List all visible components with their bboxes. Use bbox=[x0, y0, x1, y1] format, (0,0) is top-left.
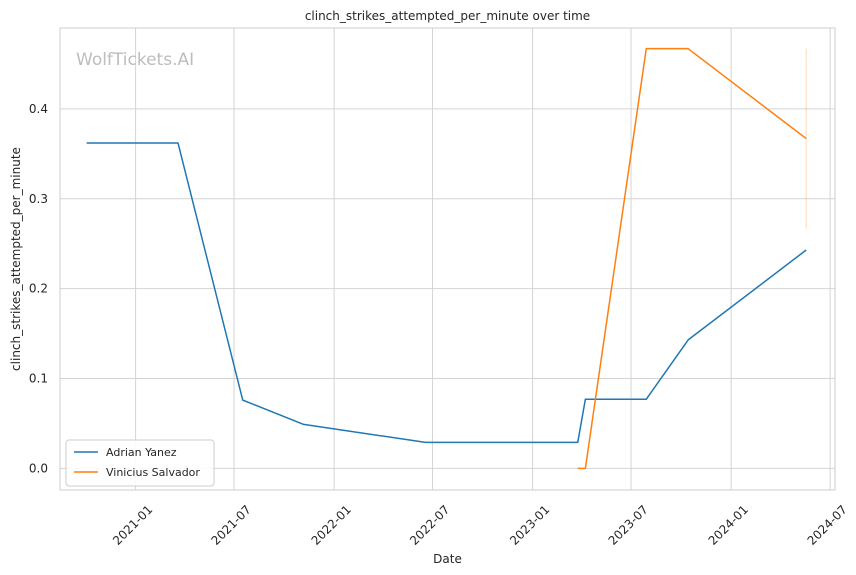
series-line-0 bbox=[86, 142, 807, 444]
legend: Adrian Yanez Vinicius Salvador bbox=[65, 439, 215, 487]
y-tick-label: 0.3 bbox=[29, 192, 48, 206]
x-tick-label: 2022-01 bbox=[309, 502, 354, 547]
x-axis-ticks: 2021-01 2021-07 2022-01 2022-07 2023-01 2023-… bbox=[110, 502, 850, 547]
x-tick-label: 2023-07 bbox=[606, 502, 651, 547]
legend-box bbox=[65, 439, 215, 487]
x-tick-label: 2024-01 bbox=[706, 502, 751, 547]
x-tick-label: 2021-07 bbox=[209, 502, 254, 547]
x-tick-label: 2022-07 bbox=[407, 502, 452, 547]
y-tick-label: 0.2 bbox=[29, 282, 48, 296]
y-tick-label: 0.0 bbox=[29, 461, 48, 475]
x-axis-label: Date bbox=[433, 552, 462, 566]
series-layer bbox=[86, 47, 807, 470]
legend-items: Adrian Yanez Vinicius Salvador bbox=[74, 446, 200, 479]
y-tick-label: 0.1 bbox=[29, 372, 48, 386]
legend-label: Vinicius Salvador bbox=[106, 466, 200, 479]
grid bbox=[60, 28, 835, 490]
series-line-1 bbox=[577, 47, 807, 470]
legend-label: Adrian Yanez bbox=[106, 446, 177, 459]
y-axis-ticks: 0.0 0.1 0.2 0.3 0.4 bbox=[29, 102, 48, 476]
watermark-text: WolfTickets.AI bbox=[76, 50, 194, 70]
plot-frame bbox=[59, 27, 836, 491]
chart-title: clinch_strikes_attempted_per_minute over… bbox=[305, 9, 590, 23]
y-tick-label: 0.4 bbox=[29, 102, 48, 116]
x-tick-label: 2024-07 bbox=[805, 502, 850, 547]
x-tick-label: 2023-01 bbox=[507, 502, 552, 547]
y-axis-label: clinch_strikes_attempted_per_minute bbox=[9, 147, 23, 371]
x-tick-label: 2021-01 bbox=[110, 502, 155, 547]
